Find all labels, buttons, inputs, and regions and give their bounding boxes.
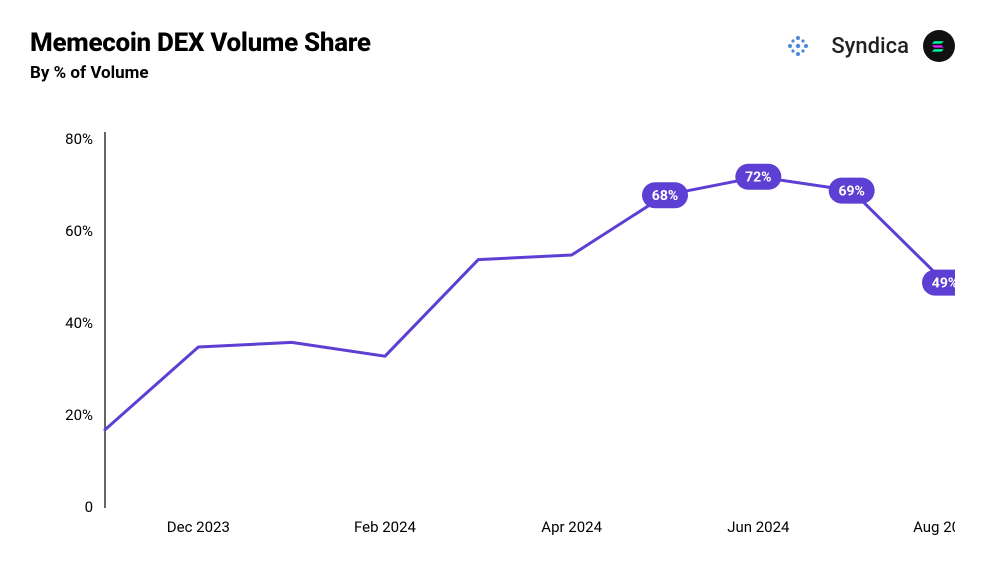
callout-label: 72% xyxy=(745,170,771,186)
volume-share-line xyxy=(105,177,945,430)
y-tick-label: 40% xyxy=(65,314,93,332)
y-tick-label: 0 xyxy=(85,498,93,516)
chart-title: Memecoin DEX Volume Share xyxy=(30,28,371,59)
titles-block: Memecoin DEX Volume Share By % of Volume xyxy=(30,28,371,83)
callout-label: 49% xyxy=(932,275,955,291)
chart-area: 0 20% 40% 60% 80% Dec 2023 Feb 2024 Apr 2024 Jun… xyxy=(30,120,955,548)
x-tick-label: Feb 2024 xyxy=(354,518,417,536)
brand-block: Syndica xyxy=(785,30,955,62)
chart-header: Memecoin DEX Volume Share By % of Volume… xyxy=(30,28,955,83)
y-tick-label: 80% xyxy=(65,130,93,148)
brand-name: Syndica xyxy=(831,34,909,59)
syndica-logo-icon xyxy=(785,33,811,59)
line-chart: 0 20% 40% 60% 80% Dec 2023 Feb 2024 Apr 2024 Jun… xyxy=(30,120,955,548)
x-tick-label: Jun 2024 xyxy=(727,518,790,536)
y-tick-label: 60% xyxy=(65,222,93,240)
y-tick-label: 20% xyxy=(65,406,93,424)
callout-label: 68% xyxy=(652,188,678,204)
x-tick-label: Apr 2024 xyxy=(541,518,602,536)
callout-label: 69% xyxy=(838,183,864,199)
x-tick-label: Dec 2023 xyxy=(167,518,230,536)
solana-logo-icon xyxy=(923,30,955,62)
x-tick-label: Aug 2024 xyxy=(913,518,955,536)
chart-subtitle: By % of Volume xyxy=(30,63,371,83)
